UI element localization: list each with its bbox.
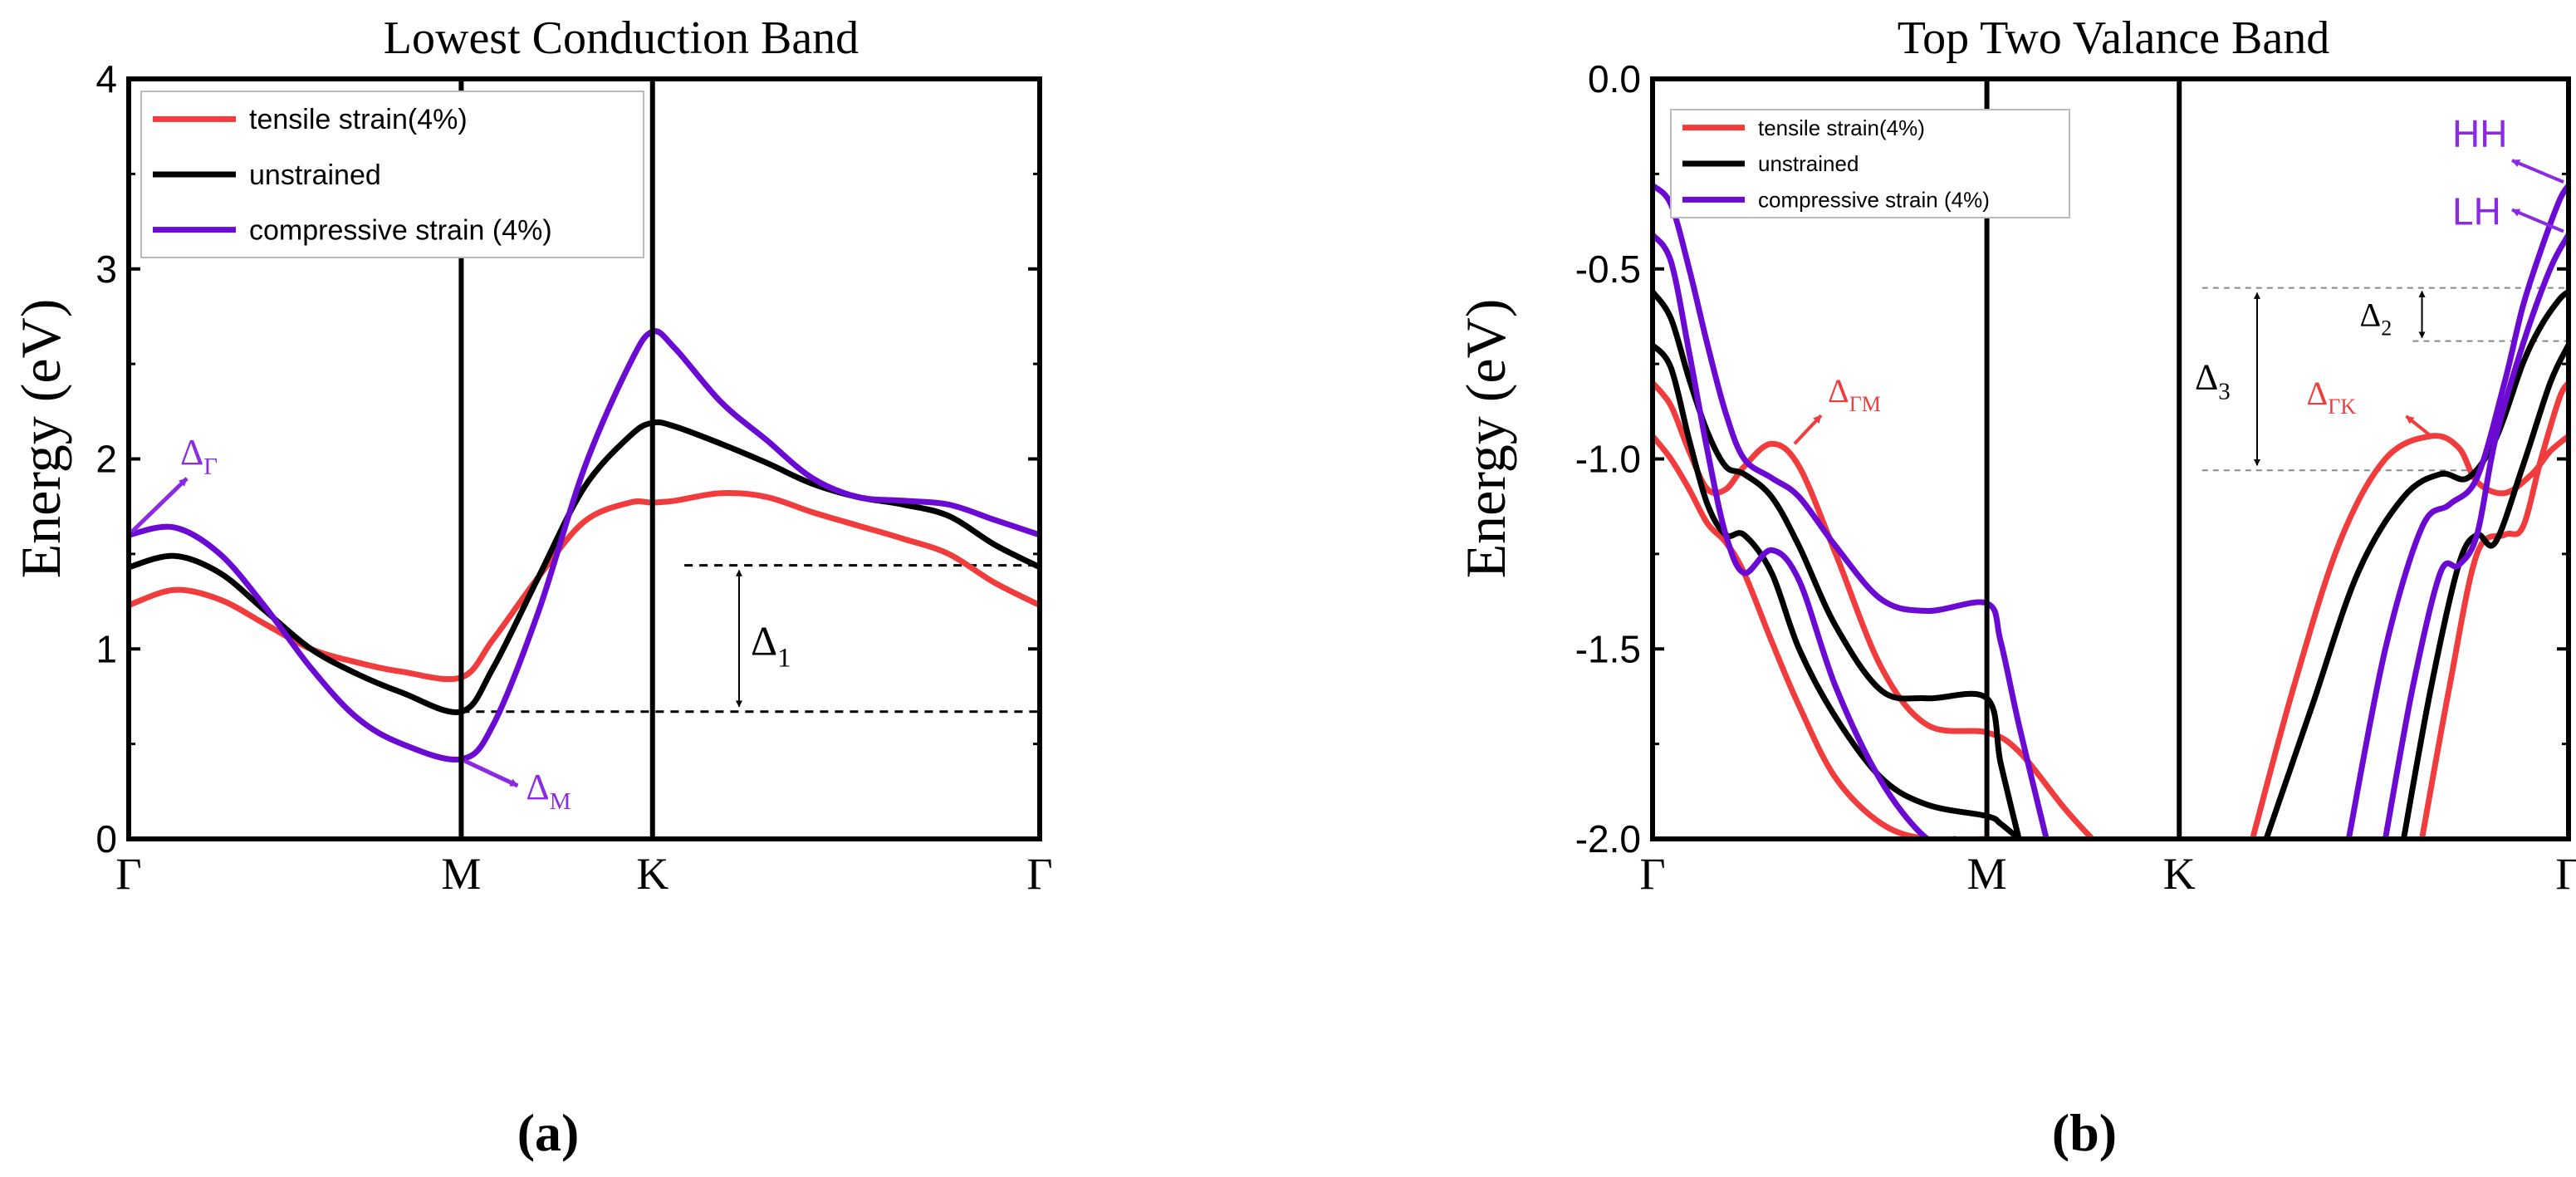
- x-tick-label: Γ: [115, 849, 141, 899]
- y-tick-label: -2.0: [1575, 817, 1641, 861]
- panel-label-b: (b): [2052, 1103, 2117, 1162]
- delta1-label: Δ1: [751, 618, 791, 674]
- series-line-compressive: [129, 328, 1040, 763]
- legend-label-tensile: tensile strain(4%): [249, 104, 468, 135]
- series-a: [129, 328, 1040, 763]
- delta-gk-label: ΔΓK: [2307, 375, 2357, 419]
- y-tick-label: 0: [95, 817, 117, 861]
- title-a: Lowest Conduction Band: [384, 12, 859, 64]
- x-tick-label: M: [1967, 849, 2007, 899]
- reference-lines-a: [461, 564, 1040, 714]
- lh-arrow: [2511, 208, 2564, 233]
- delta-gamma-label: ΔΓ: [180, 432, 218, 480]
- ylabel-b: Energy (eV): [1454, 299, 1517, 579]
- delta2-label: Δ2: [2360, 297, 2392, 341]
- panel-b: Top Two Valance Band Energy (eV) 0.0 -0.5…: [1454, 12, 2576, 1162]
- series-line-compressive: [1653, 182, 2050, 839]
- plot-frame-a: [126, 76, 1042, 841]
- legend-b: tensile strain(4%) unstrained compressive …: [1670, 109, 2070, 218]
- title-b: Top Two Valance Band: [1898, 12, 2329, 64]
- panel-label-a: (a): [517, 1103, 580, 1162]
- y-ticks-b: 0.0 -0.5 -1.0 -1.5 -2.0: [1575, 57, 2569, 861]
- x-tick-label: K: [636, 849, 668, 899]
- annotations-a: Δ1 ΔΓ ΔM: [130, 432, 791, 815]
- y-tick-label: 4: [95, 57, 117, 101]
- x-tick-label: Γ: [1639, 849, 1665, 899]
- delta-gk-arrow: [2405, 414, 2432, 438]
- legend-label-compressive: compressive strain (4%): [1758, 187, 1990, 212]
- ylabel-a: Energy (eV): [9, 299, 72, 579]
- series-line-unstrained: [2263, 288, 2569, 839]
- delta-gamma-arrow: [130, 477, 189, 533]
- y-tick-label: 2: [95, 438, 117, 481]
- series-line-tensile: [2419, 380, 2569, 839]
- y-tick-label: 1: [95, 627, 117, 670]
- legend-label-tensile: tensile strain(4%): [1758, 115, 1925, 140]
- plot-frame-b: [1650, 76, 2571, 841]
- annotations-b: Δ2 Δ3 ΔΓM ΔΓK HH LH: [1793, 112, 2564, 467]
- legend-a: tensile strain(4%) unstrained compressive …: [140, 91, 644, 258]
- delta-m-arrow: [463, 758, 519, 788]
- y-tick-label: -0.5: [1575, 248, 1641, 291]
- legend-label-unstrained: unstrained: [1758, 151, 1859, 176]
- series-line-compressive: [1653, 232, 1958, 839]
- y-tick-label: -1.5: [1575, 627, 1641, 670]
- series-line-unstrained: [1653, 341, 2022, 839]
- x-tick-label: M: [441, 849, 481, 899]
- hh-label: HH: [2452, 112, 2507, 155]
- delta-m-label: ΔM: [526, 767, 571, 815]
- series-b: [1653, 182, 2569, 839]
- panel-a: Lowest Conduction Band Energy (eV) 0 1 2 3 4…: [9, 12, 1053, 1162]
- delta3-label: Δ3: [2195, 356, 2231, 405]
- legend-label-unstrained: unstrained: [249, 159, 381, 191]
- series-line-compressive: [2345, 182, 2569, 839]
- series-line-tensile: [1653, 433, 1991, 839]
- delta-gm-arrow: [1793, 414, 1823, 445]
- x-tick-label: Γ: [2555, 849, 2576, 899]
- hh-arrow: [2511, 159, 2564, 184]
- delta-gm-label: ΔΓM: [1828, 372, 1881, 416]
- legend-label-compressive: compressive strain (4%): [249, 215, 552, 247]
- series-line-unstrained: [2401, 341, 2569, 839]
- x-tick-label: Γ: [1026, 849, 1052, 899]
- series-line-compressive: [2382, 232, 2569, 839]
- series-line-tensile: [129, 490, 1040, 683]
- y-tick-label: -1.0: [1575, 438, 1641, 481]
- x-tick-label: K: [2163, 849, 2196, 899]
- series-line-tensile: [2250, 433, 2569, 839]
- y-tick-label: 0.0: [1588, 57, 1641, 101]
- y-tick-label: 3: [95, 248, 117, 291]
- lh-label: LH: [2452, 190, 2501, 233]
- reference-lines-b: [2201, 287, 2569, 472]
